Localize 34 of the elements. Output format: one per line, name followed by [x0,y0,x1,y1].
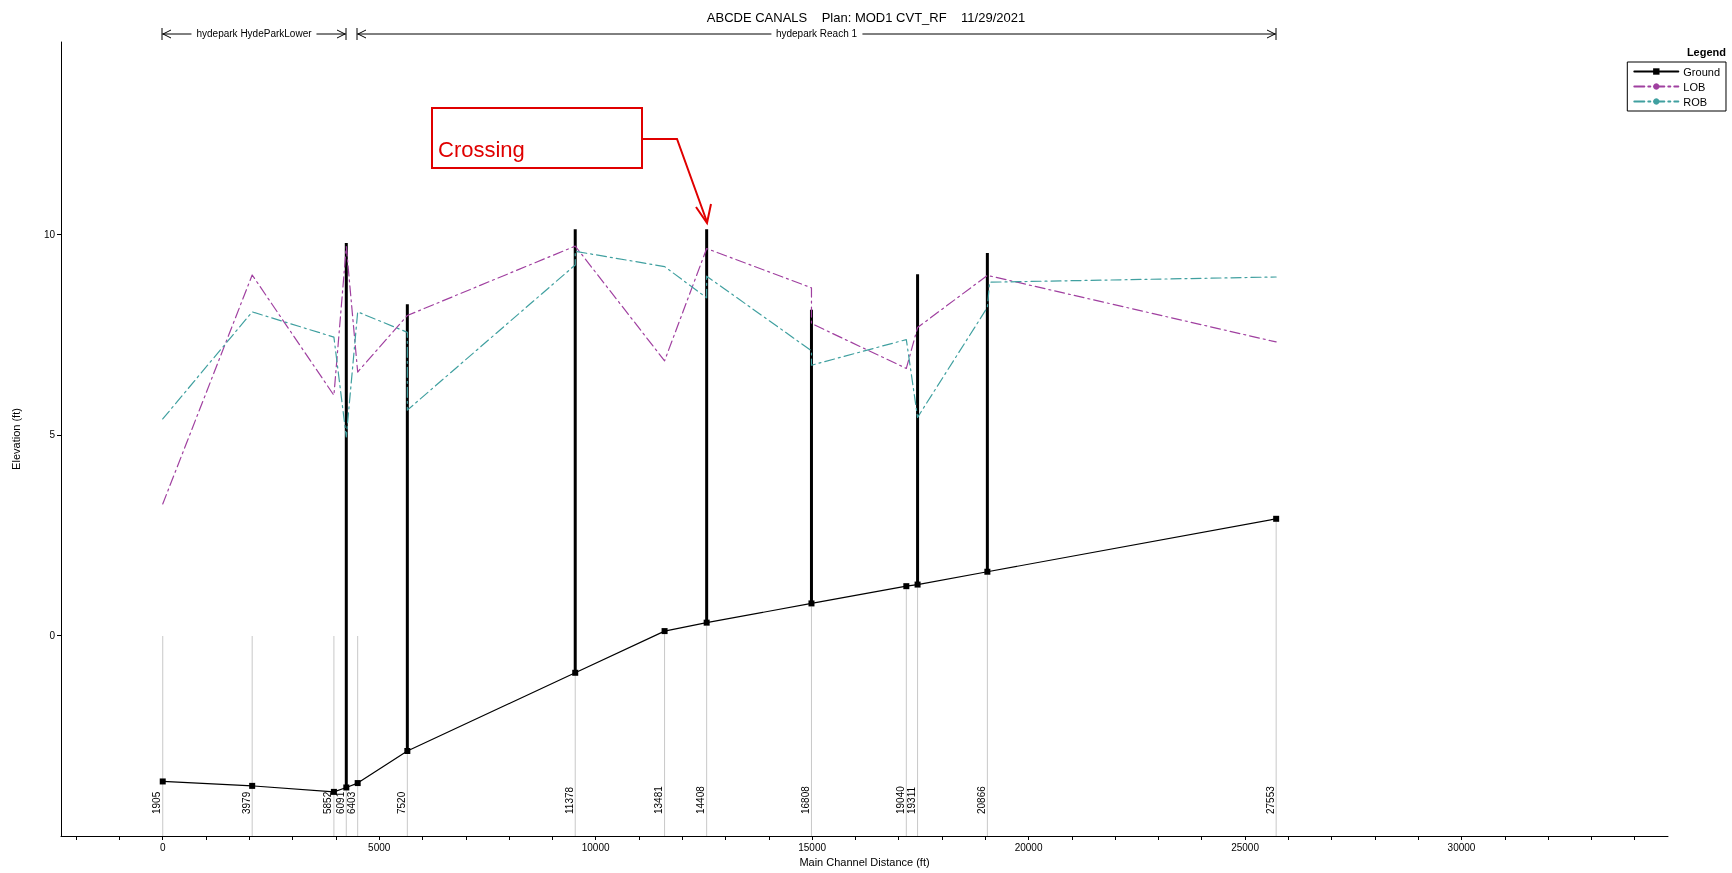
annotation: 6403 [346,791,358,814]
text: hydepark HydeParkLower [191,27,317,41]
text: hydepark Reach 1 [770,27,863,41]
x-tick-label: 15000 [798,841,827,853]
x-tick-label: 20000 [1014,841,1043,853]
x-tick-label: 25000 [1231,841,1260,853]
annotation: 19311 [906,786,918,814]
x-tick-label: 30000 [1447,841,1476,853]
chart-title: ABCDE CANALS Plan: MOD1 CVT_RF 11/29/2021 [706,10,1026,25]
legend-label: LOB [1683,80,1706,93]
y-tick-label: 10 [43,228,56,240]
x-tick-label: 5000 [368,841,391,853]
y-axis-title: Elevation (ft) [9,408,22,470]
annotation: 13481 [653,785,665,814]
annotation: 19040 [894,785,906,814]
annotation: 27553 [1264,785,1276,814]
annotation: 5852 [322,791,334,814]
annotation: 7520 [395,791,407,814]
y-tick-label: 0 [49,629,56,641]
annotation: 11378 [563,786,575,814]
annotation: Crossing [438,137,525,162]
annotation: 1905 [151,791,163,814]
annotation: 3979 [240,791,252,814]
legend-label: ROB [1683,95,1708,108]
y-tick-label: 5 [49,429,56,441]
x-axis-title: Main Channel Distance (ft) [799,856,930,869]
x-tick-label: 0 [159,841,166,853]
annotation: 14408 [695,785,707,814]
x-tick-label: 10000 [581,841,610,853]
legend-label: Ground [1683,65,1721,78]
annotation: 16808 [799,785,811,814]
annotation: 20866 [975,785,987,814]
legend-title: Legend [1686,45,1727,58]
annotation: 6091 [334,791,346,814]
